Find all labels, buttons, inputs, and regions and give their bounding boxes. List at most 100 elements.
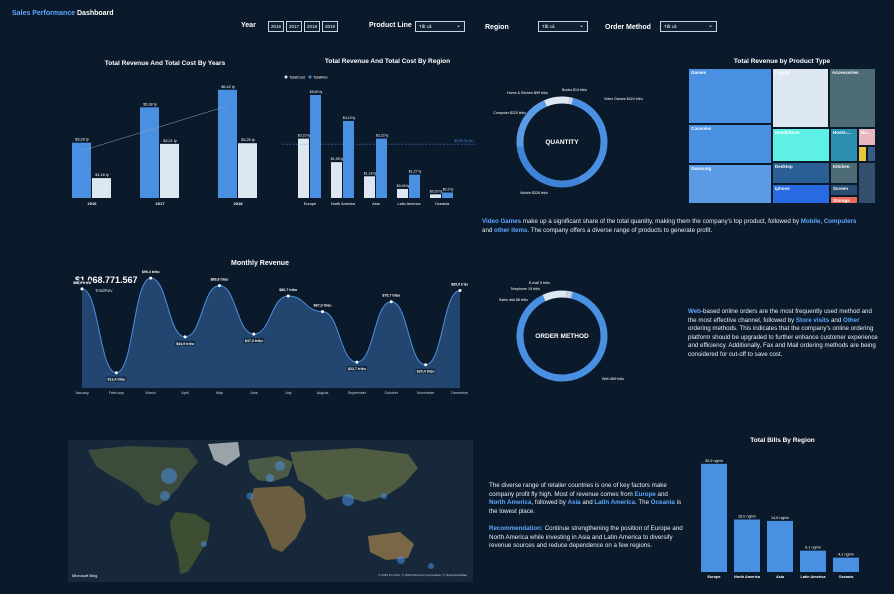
- monthly-revenue-chart: $86,9 triệu January $13,4 triệu February $96…: [72, 269, 468, 395]
- monthly-revenue-title: Monthly Revenue: [231, 260, 289, 267]
- product-treemap: Games Laptop Accessories Consoles Headphone H…: [688, 68, 876, 204]
- region-insight-text: The diverse range of retailer countries …: [489, 482, 684, 516]
- bar-label: $1,18 tỷ: [95, 173, 109, 177]
- plain-text: is the lowest place.: [489, 499, 682, 515]
- year-2018-button[interactable]: 2018: [304, 21, 320, 32]
- year-2016-button[interactable]: 2016: [268, 21, 284, 32]
- treemap-cell[interactable]: Hosts-...: [830, 128, 858, 162]
- x-tick-label: Oceania: [839, 575, 855, 579]
- bar: [701, 463, 727, 572]
- treemap-cell[interactable]: Storage: [830, 196, 858, 204]
- treemap-cell-small[interactable]: [858, 162, 876, 204]
- bar-label: $0,3 tỷ: [443, 187, 454, 191]
- x-tick-label: September: [348, 391, 367, 395]
- bar-label: $1,18 tỷ: [364, 171, 377, 175]
- region-dropdown[interactable]: Tất cả ⌄: [538, 21, 588, 32]
- bar-label: 15,0 nghìn: [738, 515, 756, 519]
- data-label-bg: [209, 276, 230, 282]
- bar-label: $3,25 tỷ: [241, 138, 255, 142]
- data-point: [286, 294, 290, 298]
- world-map[interactable]: Microsoft Bing © 2023 TomTom, © 2023 Mic…: [68, 440, 473, 582]
- treemap-cell[interactable]: Desktop: [772, 162, 830, 184]
- map-attribution: © 2023 TomTom, © 2023 Microsoft Corporat…: [378, 573, 467, 577]
- product-line-dropdown[interactable]: Tất cả ⌄: [415, 21, 465, 32]
- area-line: [81, 277, 461, 374]
- plain-text: make up a significant share of the total…: [521, 218, 801, 225]
- data-label: $13,4 triệu: [107, 378, 125, 382]
- chevron-down-icon: ⌄: [707, 23, 713, 29]
- treemap-cell[interactable]: Games: [688, 68, 772, 124]
- x-tick-label: Asia: [776, 575, 785, 579]
- x-tick-label: 2016: [88, 201, 98, 206]
- bar-label: 4,1 nghìn: [838, 553, 854, 557]
- revenue-by-region-title: Total Revenue And Total Cost By Region: [324, 58, 451, 65]
- year-2017-button[interactable]: 2017: [286, 21, 302, 32]
- data-label-bg: [106, 376, 127, 382]
- chevron-down-icon: ⌄: [578, 23, 584, 29]
- data-point: [149, 276, 153, 280]
- treemap-cell[interactable]: Kitchen: [830, 162, 858, 184]
- trend-line: [81, 105, 229, 151]
- bar-label: 30,9 nghìn: [705, 459, 723, 463]
- data-label-bg: [72, 279, 92, 285]
- bar-label: $3,23 tỷ: [376, 134, 389, 138]
- donut-slice: [516, 291, 608, 382]
- bar: [72, 142, 91, 198]
- donut-slice: [571, 97, 608, 184]
- dashboard-title: Sales Performance Dashboard: [12, 10, 114, 17]
- treemap-cell[interactable]: Accessories: [829, 68, 876, 128]
- bar-label: $4,19 tỷ: [343, 116, 356, 120]
- legend-label: TotalCost: [289, 76, 306, 80]
- legend-marker: [284, 75, 288, 79]
- x-tick-label: June: [250, 391, 258, 395]
- treemap-cell-small[interactable]: [867, 146, 876, 162]
- data-point: [217, 284, 221, 288]
- treemap-cell[interactable]: Samsung: [688, 164, 772, 204]
- data-label-bg: [381, 292, 402, 298]
- treemap-title: Total Revenue by Product Type: [733, 58, 831, 65]
- plain-text: and: [829, 316, 844, 324]
- bar: [409, 174, 420, 198]
- treemap-cell[interactable]: No...: [858, 128, 876, 146]
- highlight-text: Latin America: [594, 499, 636, 507]
- data-label: $75,7 triệu: [382, 294, 400, 298]
- x-tick-label: July: [285, 391, 292, 395]
- legend-marker: [308, 75, 312, 79]
- order-method-label: Order Method: [605, 24, 651, 31]
- treemap-cell[interactable]: Headphone: [772, 128, 830, 162]
- treemap-cell[interactable]: Laptop: [772, 68, 829, 128]
- slice-label: E-mail 5 triệu: [529, 281, 550, 285]
- plain-text: and: [655, 490, 668, 498]
- year-2019-button[interactable]: 2019: [322, 21, 338, 32]
- order-method-donut-chart: Web 889 triệu Sales visit 86 triệu Telepho…: [499, 281, 624, 382]
- x-tick-label: February: [109, 391, 124, 395]
- plain-text: and: [580, 499, 595, 507]
- bar: [92, 178, 111, 198]
- treemap-cell-small[interactable]: [858, 146, 867, 162]
- slice-label: Home & Kitchen $99 triệu: [507, 91, 548, 95]
- bar: [140, 107, 159, 198]
- x-tick-label: Asia: [372, 202, 380, 206]
- highlight-text: Oceania: [650, 499, 675, 507]
- slice-label: Books $14 triệu: [562, 88, 587, 92]
- x-tick-label: North America: [734, 575, 761, 579]
- x-tick-label: December: [451, 391, 468, 395]
- data-point: [183, 335, 187, 339]
- treemap-cell[interactable]: Screen: [830, 184, 858, 196]
- data-point: [424, 363, 428, 367]
- bing-logo: Microsoft Bing: [72, 573, 98, 578]
- bar: [376, 138, 387, 198]
- highlight-text: Other: [843, 316, 860, 324]
- order-method-dropdown[interactable]: Tất cả ⌄: [660, 21, 717, 32]
- slice-label: Video Games $424 triệu: [604, 97, 643, 101]
- x-tick-label: January: [75, 391, 89, 395]
- treemap-cell[interactable]: Iphone: [772, 184, 830, 204]
- highlight-text: Store visits: [795, 316, 830, 324]
- bar-label: $3,21 tỷ: [163, 139, 177, 143]
- treemap-cell[interactable]: Consoles: [688, 124, 772, 164]
- data-label: $22,7 triệu: [348, 367, 366, 371]
- bar: [430, 194, 441, 198]
- total-revenue-kpi: $1.068.771.567: [75, 275, 138, 285]
- highlight-text: Europe: [634, 490, 656, 498]
- x-tick-label: Europe: [304, 202, 316, 206]
